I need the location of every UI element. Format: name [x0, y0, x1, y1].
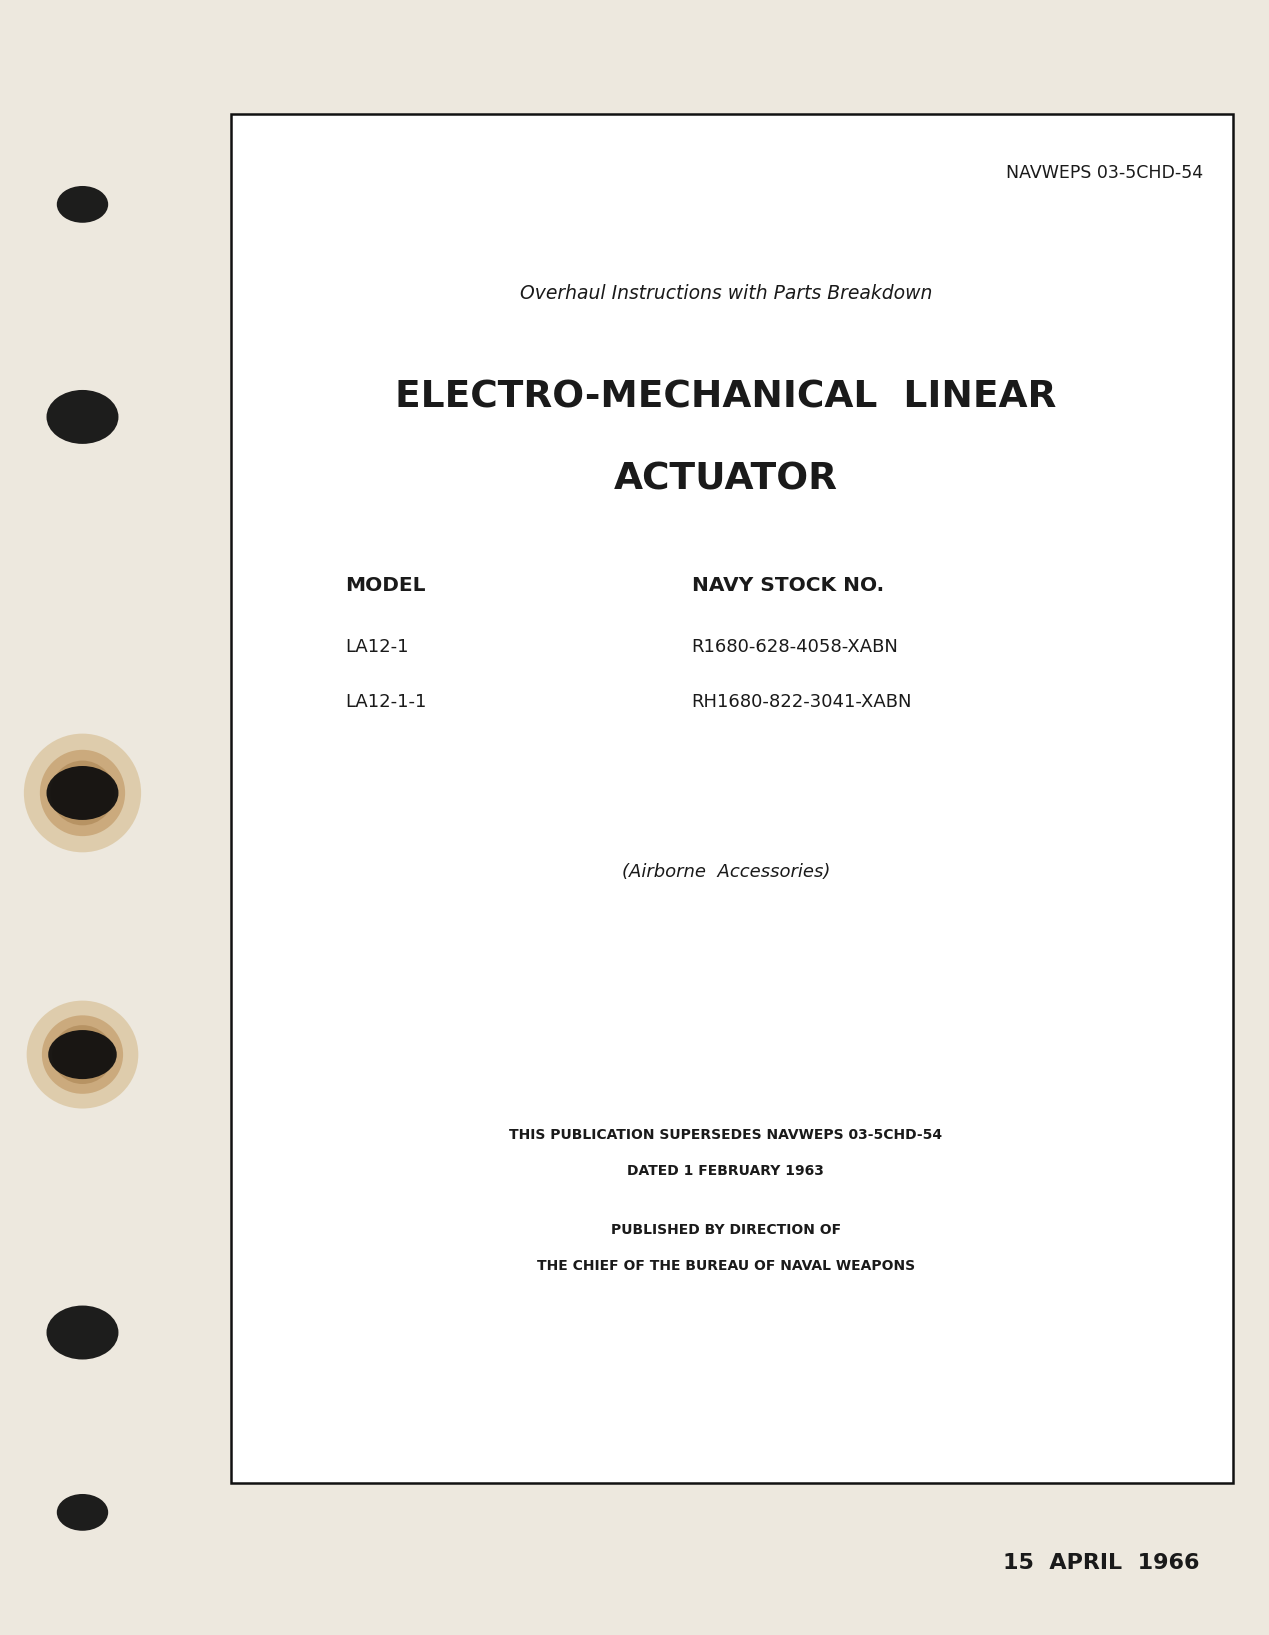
Ellipse shape	[47, 765, 118, 819]
Text: LA12-1: LA12-1	[345, 638, 409, 656]
Ellipse shape	[48, 1030, 117, 1079]
Ellipse shape	[39, 750, 126, 835]
Ellipse shape	[47, 389, 118, 443]
Text: MODEL: MODEL	[345, 576, 425, 595]
Ellipse shape	[24, 734, 141, 852]
Text: THIS PUBLICATION SUPERSEDES NAVWEPS 03-5CHD-54: THIS PUBLICATION SUPERSEDES NAVWEPS 03-5…	[509, 1128, 943, 1143]
Text: THE CHIEF OF THE BUREAU OF NAVAL WEAPONS: THE CHIEF OF THE BUREAU OF NAVAL WEAPONS	[537, 1259, 915, 1274]
Text: NAVWEPS 03-5CHD-54: NAVWEPS 03-5CHD-54	[1006, 164, 1203, 181]
Ellipse shape	[27, 1001, 138, 1109]
Ellipse shape	[57, 186, 108, 222]
Text: (Airborne  Accessories): (Airborne Accessories)	[622, 863, 830, 881]
Ellipse shape	[52, 1025, 113, 1084]
Text: ACTUATOR: ACTUATOR	[614, 461, 838, 497]
Ellipse shape	[57, 1494, 108, 1530]
Text: Overhaul Instructions with Parts Breakdown: Overhaul Instructions with Parts Breakdo…	[520, 284, 931, 304]
Ellipse shape	[42, 1015, 123, 1094]
Ellipse shape	[51, 760, 114, 826]
Text: 15  APRIL  1966: 15 APRIL 1966	[1003, 1553, 1199, 1573]
Text: LA12-1-1: LA12-1-1	[345, 693, 426, 711]
Text: RH1680-822-3041-XABN: RH1680-822-3041-XABN	[692, 693, 912, 711]
Text: R1680-628-4058-XABN: R1680-628-4058-XABN	[692, 638, 898, 656]
Bar	[231, 114, 1233, 1483]
Ellipse shape	[47, 1305, 118, 1360]
Text: DATED 1 FEBRUARY 1963: DATED 1 FEBRUARY 1963	[627, 1164, 825, 1179]
Text: ELECTRO-MECHANICAL  LINEAR: ELECTRO-MECHANICAL LINEAR	[395, 379, 1057, 415]
Text: NAVY STOCK NO.: NAVY STOCK NO.	[692, 576, 883, 595]
Text: PUBLISHED BY DIRECTION OF: PUBLISHED BY DIRECTION OF	[610, 1223, 841, 1238]
